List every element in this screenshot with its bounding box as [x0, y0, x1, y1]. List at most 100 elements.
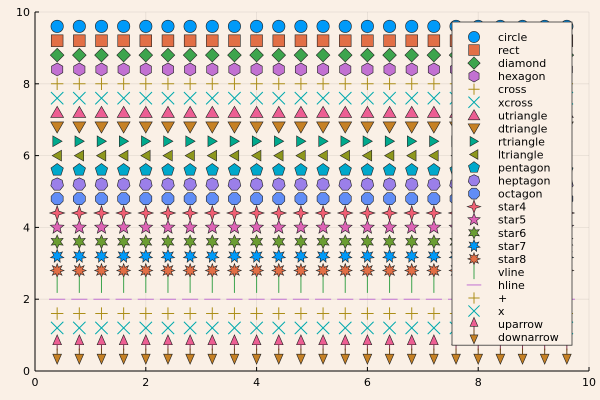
xcross-point — [72, 91, 86, 105]
heptagon-point — [227, 177, 242, 191]
star8-point — [226, 262, 243, 279]
rect-point — [316, 34, 330, 47]
heptagon-point — [50, 177, 64, 191]
x-tick-label: 6 — [364, 376, 371, 389]
utriangle-point — [360, 105, 375, 118]
circle-point — [316, 19, 330, 33]
dtriangle-point — [293, 121, 308, 134]
x-point — [427, 321, 441, 335]
ltriangle-point — [228, 149, 240, 162]
hexagon-point — [228, 62, 241, 77]
legend-marker-star8 — [466, 251, 482, 266]
circle-point — [117, 19, 131, 33]
legend-marker-ltriangle — [468, 149, 479, 160]
octagon-point — [228, 192, 241, 205]
utriangle-point — [138, 105, 153, 118]
legend-label: x — [498, 305, 505, 318]
plus-point — [427, 307, 441, 320]
downarrow-point — [318, 348, 328, 365]
x-point — [316, 321, 330, 335]
circle-point — [50, 19, 64, 33]
xcross-point — [227, 91, 241, 105]
rtriangle-point — [407, 135, 418, 148]
plus-point — [139, 307, 152, 320]
star7-point — [337, 248, 353, 263]
circle-point — [338, 19, 352, 33]
legend-label: uparrow — [498, 318, 543, 331]
star8-point — [271, 262, 287, 279]
xcross-point — [183, 91, 197, 105]
cross-point — [361, 77, 374, 90]
rect-point — [361, 34, 374, 47]
legend-label: heptagon — [498, 175, 550, 188]
cross-point — [206, 77, 219, 90]
heptagon-point — [382, 177, 397, 191]
star8-point — [160, 262, 176, 279]
hexagon-point — [361, 62, 374, 77]
pentagon-point — [405, 163, 419, 176]
circle-point — [294, 19, 308, 33]
rtriangle-point — [429, 135, 440, 148]
star7-point — [182, 248, 198, 263]
star5-point — [204, 219, 220, 234]
star7-point — [116, 248, 132, 263]
hexagon-point — [317, 62, 330, 77]
heptagon-point — [427, 177, 441, 191]
star8-point — [115, 262, 132, 279]
ltriangle-point — [118, 149, 129, 162]
hexagon-point — [206, 62, 219, 77]
rtriangle-point — [251, 135, 263, 148]
star8-point — [138, 262, 154, 279]
cross-point — [383, 77, 396, 90]
x-tick-label: 4 — [253, 376, 260, 389]
xcross-point — [50, 91, 64, 105]
pentagon-point — [294, 163, 308, 176]
pentagon-point — [227, 163, 241, 176]
hexagon-point — [383, 62, 396, 77]
legend-label: star4 — [498, 201, 526, 214]
plus-point — [117, 307, 130, 320]
legend: circlerectdiamondhexagoncrossxcrossutria… — [451, 21, 573, 346]
circle-point — [427, 19, 441, 33]
legend-label: vline — [498, 266, 525, 279]
downarrow-point — [185, 348, 195, 365]
legend-label: star7 — [498, 240, 526, 253]
xcross-point — [139, 91, 153, 105]
legend-marker-xcross — [468, 96, 480, 109]
downarrow-point — [384, 348, 395, 365]
utriangle-point — [316, 105, 331, 118]
cross-point — [95, 77, 108, 90]
octagon-point — [427, 192, 441, 205]
xcross-point — [205, 91, 219, 105]
plus-point — [73, 307, 86, 320]
downarrow-point — [52, 348, 62, 365]
octagon-point — [361, 192, 374, 205]
rtriangle-point — [163, 135, 174, 148]
ltriangle-point — [162, 149, 173, 162]
pentagon-point — [250, 163, 264, 176]
diamond-point — [271, 47, 287, 63]
octagon-point — [183, 192, 197, 205]
x-point — [272, 321, 286, 335]
x-point — [117, 321, 131, 335]
axes — [34, 12, 589, 372]
circle-point — [139, 19, 153, 33]
heptagon-point — [360, 177, 375, 191]
xcross-point — [338, 91, 352, 105]
pentagon-point — [183, 163, 197, 176]
rtriangle-point — [362, 135, 373, 148]
octagon-point — [383, 192, 396, 205]
hexagon-point — [162, 62, 174, 77]
diamond-point — [116, 47, 131, 63]
diamond-point — [249, 47, 264, 63]
star8-point — [359, 262, 376, 279]
plus-point — [294, 307, 308, 320]
legend-marker-star7 — [467, 238, 481, 253]
heptagon-point — [272, 177, 286, 191]
x-point — [405, 321, 419, 335]
plus-point — [339, 307, 352, 320]
rect-point — [294, 34, 308, 47]
rtriangle-point — [119, 135, 130, 148]
x-point — [72, 321, 86, 335]
rect-point — [161, 34, 175, 47]
